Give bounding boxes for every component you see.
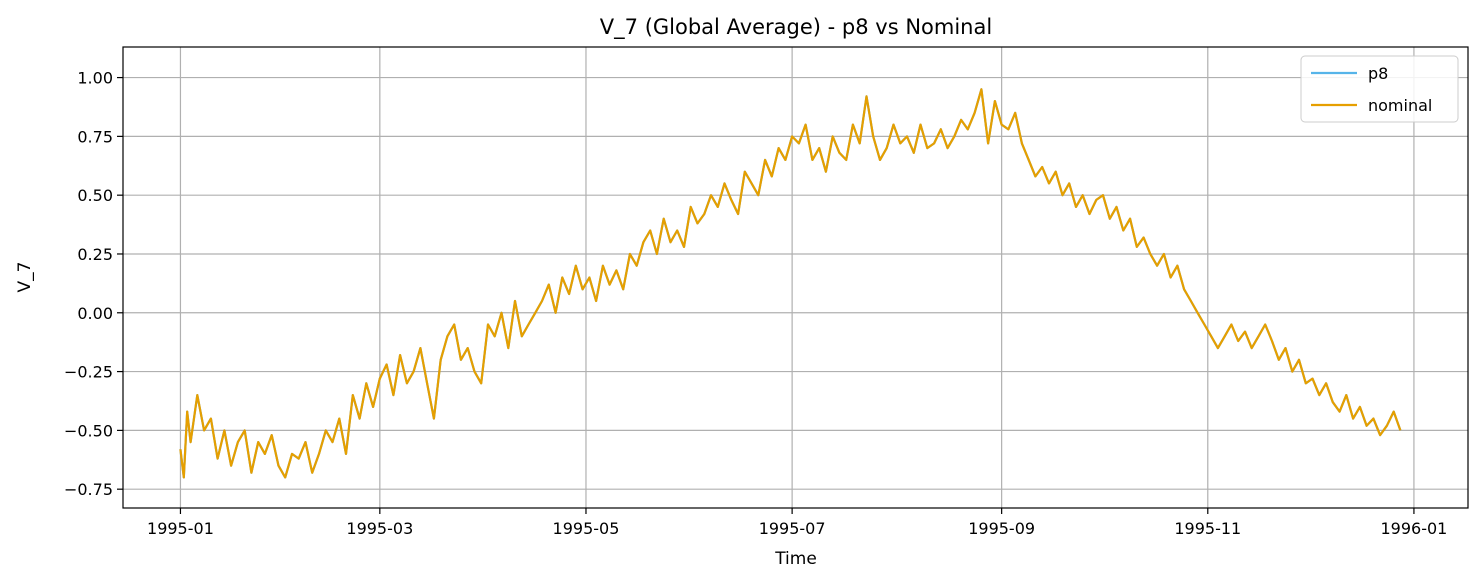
x-axis-label: Time: [774, 549, 817, 569]
plot-frame: [122, 46, 1469, 509]
y-tick-label: 1.00: [77, 69, 113, 88]
x-tick-label: 1995-07: [759, 519, 826, 538]
y-tick-label: −0.75: [64, 480, 113, 499]
x-axis-ticks: 1995-01 1995-03 1995-05 1995-07 1995-09 1995-…: [147, 508, 1447, 538]
legend-label-p8: p8: [1368, 64, 1388, 83]
y-tick-label: −0.50: [64, 421, 113, 440]
y-axis-label: V_7: [15, 262, 35, 293]
grid: [123, 47, 1468, 508]
x-tick-label: 1995-11: [1174, 519, 1241, 538]
y-tick-label: 0.00: [77, 304, 113, 323]
y-tick-label: 0.75: [77, 127, 113, 146]
series-layer: [179, 88, 1402, 479]
y-axis-ticks: 1.00 0.75 0.50 0.25 0.00 −0.25 −0.50 −0.75: [64, 69, 123, 499]
x-tick-label: 1996-01: [1381, 519, 1448, 538]
series-line-nominal: [179, 88, 1402, 479]
x-tick-label: 1995-03: [346, 519, 413, 538]
y-tick-label: −0.25: [64, 363, 113, 382]
x-tick-label: 1995-09: [968, 519, 1035, 538]
x-tick-label: 1995-01: [147, 519, 214, 538]
legend-label-nominal: nominal: [1368, 96, 1432, 115]
x-tick-label: 1995-05: [553, 519, 620, 538]
legend: p8 nominal: [1300, 55, 1459, 123]
chart-title: V_7 (Global Average) - p8 vs Nominal: [600, 15, 992, 40]
y-tick-label: 0.50: [77, 186, 113, 205]
y-tick-label: 0.25: [77, 245, 113, 264]
